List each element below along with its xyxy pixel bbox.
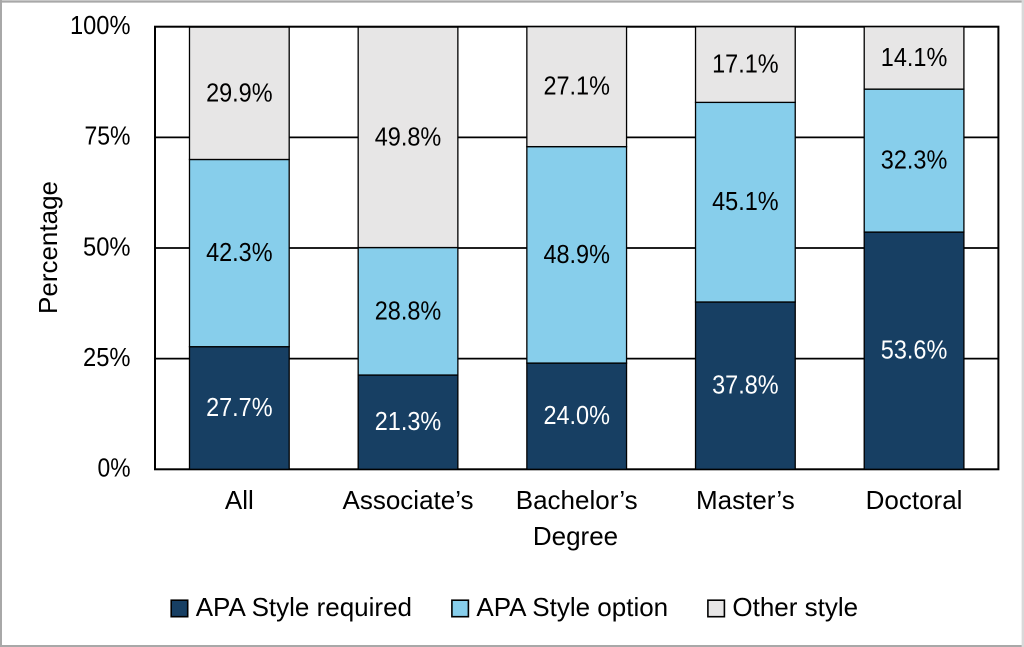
svg-text:All: All	[225, 485, 254, 515]
svg-text:75%: 75%	[85, 123, 131, 151]
svg-text:100%: 100%	[70, 12, 131, 40]
svg-text:24.0%: 24.0%	[543, 402, 610, 430]
svg-text:53.6%: 53.6%	[881, 337, 948, 365]
svg-text:APA Style option: APA Style option	[476, 592, 668, 622]
svg-text:Master’s: Master’s	[696, 485, 795, 515]
svg-text:27.1%: 27.1%	[543, 73, 610, 101]
svg-text:Associate’s: Associate’s	[343, 485, 474, 515]
svg-text:48.9%: 48.9%	[543, 241, 610, 269]
svg-text:0%: 0%	[98, 455, 131, 483]
svg-text:49.8%: 49.8%	[375, 123, 442, 151]
svg-text:42.3%: 42.3%	[206, 239, 273, 267]
svg-text:Percentage: Percentage	[33, 181, 63, 314]
svg-text:29.9%: 29.9%	[206, 79, 273, 107]
svg-text:32.3%: 32.3%	[881, 147, 948, 175]
svg-text:Other style: Other style	[732, 592, 858, 622]
svg-text:37.8%: 37.8%	[712, 372, 779, 400]
svg-text:28.8%: 28.8%	[375, 297, 442, 325]
svg-text:17.1%: 17.1%	[712, 51, 779, 79]
svg-text:14.1%: 14.1%	[881, 44, 948, 72]
svg-text:Degree: Degree	[533, 521, 618, 551]
svg-text:27.7%: 27.7%	[206, 394, 273, 422]
svg-text:45.1%: 45.1%	[712, 188, 779, 216]
svg-text:25%: 25%	[83, 344, 131, 372]
svg-text:APA Style required: APA Style required	[196, 592, 412, 622]
svg-text:Bachelor’s: Bachelor’s	[516, 485, 638, 515]
svg-text:50%: 50%	[83, 233, 131, 261]
svg-text:21.3%: 21.3%	[375, 408, 442, 436]
svg-text:Doctoral: Doctoral	[866, 485, 963, 515]
